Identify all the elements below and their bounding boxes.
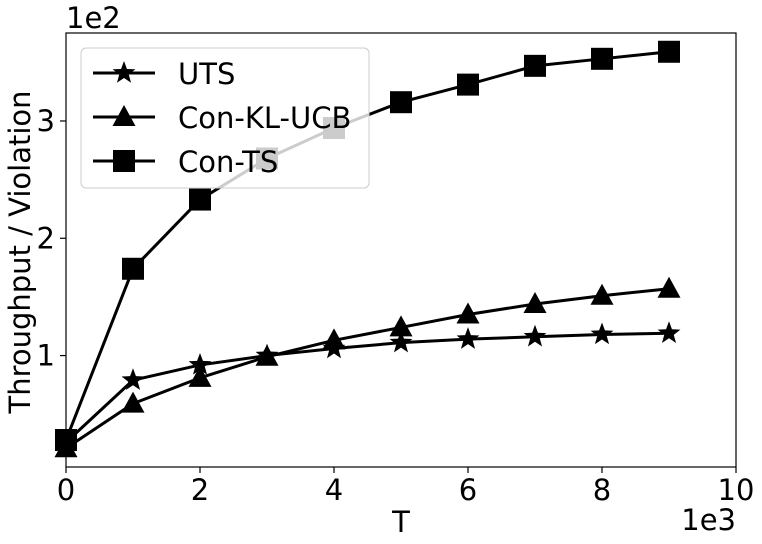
data-point	[255, 344, 279, 366]
x-tick-label: 8	[593, 473, 611, 507]
x-axis-label: T	[391, 505, 410, 539]
data-point	[188, 352, 212, 375]
series-line	[65, 287, 670, 450]
data-point	[657, 276, 681, 298]
legend-item: Con-KL-UCB	[93, 101, 351, 135]
data-point	[456, 327, 480, 349]
data-point	[658, 40, 680, 63]
x-tick-label: 4	[325, 473, 343, 507]
legend-label: Con-TS	[178, 145, 278, 179]
x-tick-label: 6	[459, 473, 477, 507]
data-point	[523, 324, 547, 347]
y-axis-label: Throughput / Violation	[3, 90, 37, 414]
legend-item: Con-TS	[93, 145, 278, 179]
y-tick-label: 1	[37, 339, 55, 373]
legend-box	[80, 47, 370, 189]
series-line	[64, 331, 670, 444]
x-tick-label: 10	[718, 473, 755, 507]
x-scale-label: 1e3	[681, 503, 736, 537]
legend-item: UTS	[93, 57, 235, 91]
data-point	[590, 322, 614, 345]
data-point	[389, 315, 413, 337]
data-point	[456, 302, 480, 324]
legend-label: Con-KL-UCB	[178, 101, 351, 135]
data-point	[523, 291, 547, 313]
series-uts	[54, 321, 681, 453]
y-tick-label: 3	[37, 104, 55, 138]
data-point	[389, 330, 413, 353]
data-point	[457, 73, 479, 96]
data-point	[121, 368, 145, 390]
data-point	[590, 283, 614, 305]
y-scale-label: 1e2	[66, 1, 121, 35]
data-point	[322, 328, 346, 350]
plot-frame	[65, 32, 737, 468]
data-point	[122, 257, 144, 280]
data-point	[390, 91, 412, 114]
legend-marker	[112, 61, 136, 83]
legend-label: UTS	[178, 57, 235, 91]
legend-marker	[113, 150, 135, 172]
series-con-kl-ucb	[54, 276, 681, 458]
data-point	[189, 188, 211, 211]
y-tick-label: 2	[37, 221, 55, 255]
data-point	[121, 391, 145, 413]
data-point	[188, 365, 212, 387]
legend-marker	[112, 105, 136, 126]
x-tick-label: 2	[191, 473, 209, 507]
legend: UTS Con-KL-UCB Con-TS	[80, 47, 370, 189]
data-point	[591, 47, 613, 70]
data-point	[524, 54, 546, 77]
x-tick-label: 0	[57, 473, 75, 507]
data-point	[657, 321, 681, 343]
